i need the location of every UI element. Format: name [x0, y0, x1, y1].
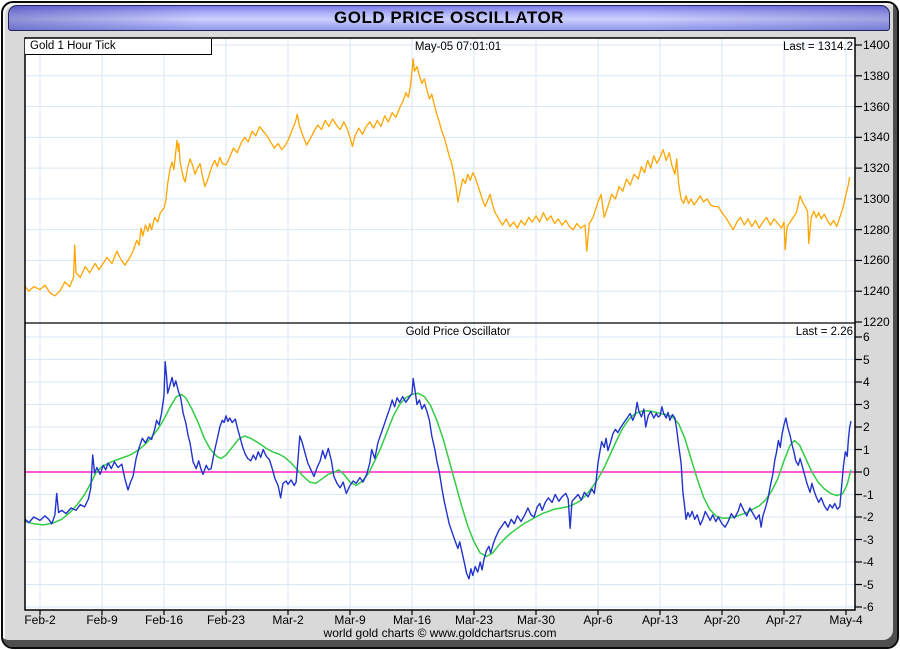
oscillator-smoothed-line — [25, 392, 852, 558]
oscillator-axis-tick-label: -5 — [863, 577, 874, 592]
instrument-label: Gold 1 Hour Tick — [25, 39, 212, 55]
oscillator-axis-tick-label: -6 — [863, 600, 874, 614]
x-axis-tick-label: Feb-9 — [86, 613, 118, 627]
last-price-label: Last = 1314.2 — [782, 41, 853, 53]
price-axis-tick-label: 1280 — [863, 222, 890, 237]
oscillator-axis-tick-label: 5 — [863, 352, 870, 367]
x-axis-tick-label: Feb-2 — [24, 613, 56, 627]
oscillator-axis-tick-label: 3 — [863, 397, 870, 412]
gold-price-line — [25, 58, 851, 297]
oscillator-axis-tick-label: 2 — [863, 420, 870, 434]
x-axis-tick-label: Apr-20 — [703, 613, 741, 627]
price-axis-tick-label: 1320 — [863, 161, 890, 176]
x-axis-tick-label: Mar-23 — [454, 613, 493, 627]
x-axis-tick-label: Mar-16 — [392, 613, 431, 627]
price-axis-tick-label: 1380 — [863, 68, 890, 83]
oscillator-title-label: Gold Price Oscillator — [405, 326, 511, 338]
oscillator-axis-tick-label: -3 — [863, 532, 874, 547]
title-bar: GOLD PRICE OSCILLATOR — [8, 5, 890, 31]
x-axis-tick-label: Mar-9 — [334, 613, 366, 627]
price-axis-tick-label: 1220 — [863, 315, 890, 329]
oscillator-axis-tick-label: -1 — [863, 487, 874, 502]
price-axis-tick-label: 1240 — [863, 284, 890, 299]
price-axis-tick-label: 1340 — [863, 130, 890, 145]
price-axis-tick-label: 1360 — [863, 99, 890, 114]
timestamp-label: May-05 07:01:01 — [414, 41, 502, 53]
page-title: GOLD PRICE OSCILLATOR — [334, 8, 564, 27]
price-axis-tick-label: 1260 — [863, 253, 890, 268]
oscillator-axis-tick-label: 1 — [863, 442, 870, 457]
footer-credit: world gold charts © www.goldchartsrus.co… — [323, 626, 557, 640]
x-axis-tick-label: Apr-13 — [641, 613, 679, 627]
x-axis-tick-label: Mar-2 — [272, 613, 304, 627]
x-axis-tick-label: Feb-16 — [144, 613, 184, 627]
x-axis-tick-label: May-4 — [829, 613, 863, 627]
x-axis-tick-label: Apr-6 — [583, 613, 613, 627]
oscillator-line — [25, 361, 852, 580]
oscillator-axis-tick-label: 4 — [863, 375, 870, 389]
x-axis-tick-label: Mar-30 — [516, 613, 555, 627]
x-axis-tick-label: Apr-27 — [765, 613, 803, 627]
price-axis-tick-label: 1400 — [863, 38, 890, 52]
oscillator-axis-tick-label: -2 — [863, 510, 874, 524]
oscillator-axis-tick-label: -4 — [863, 555, 874, 569]
oscillator-last-label: Last = 2.26 — [795, 326, 853, 338]
x-axis-tick-label: Feb-23 — [206, 613, 246, 627]
oscillator-axis-tick-label: 0 — [863, 465, 870, 479]
plot-border — [24, 37, 856, 611]
price-axis-tick-label: 1300 — [863, 191, 890, 206]
oscillator-axis-tick-label: 6 — [863, 330, 870, 344]
